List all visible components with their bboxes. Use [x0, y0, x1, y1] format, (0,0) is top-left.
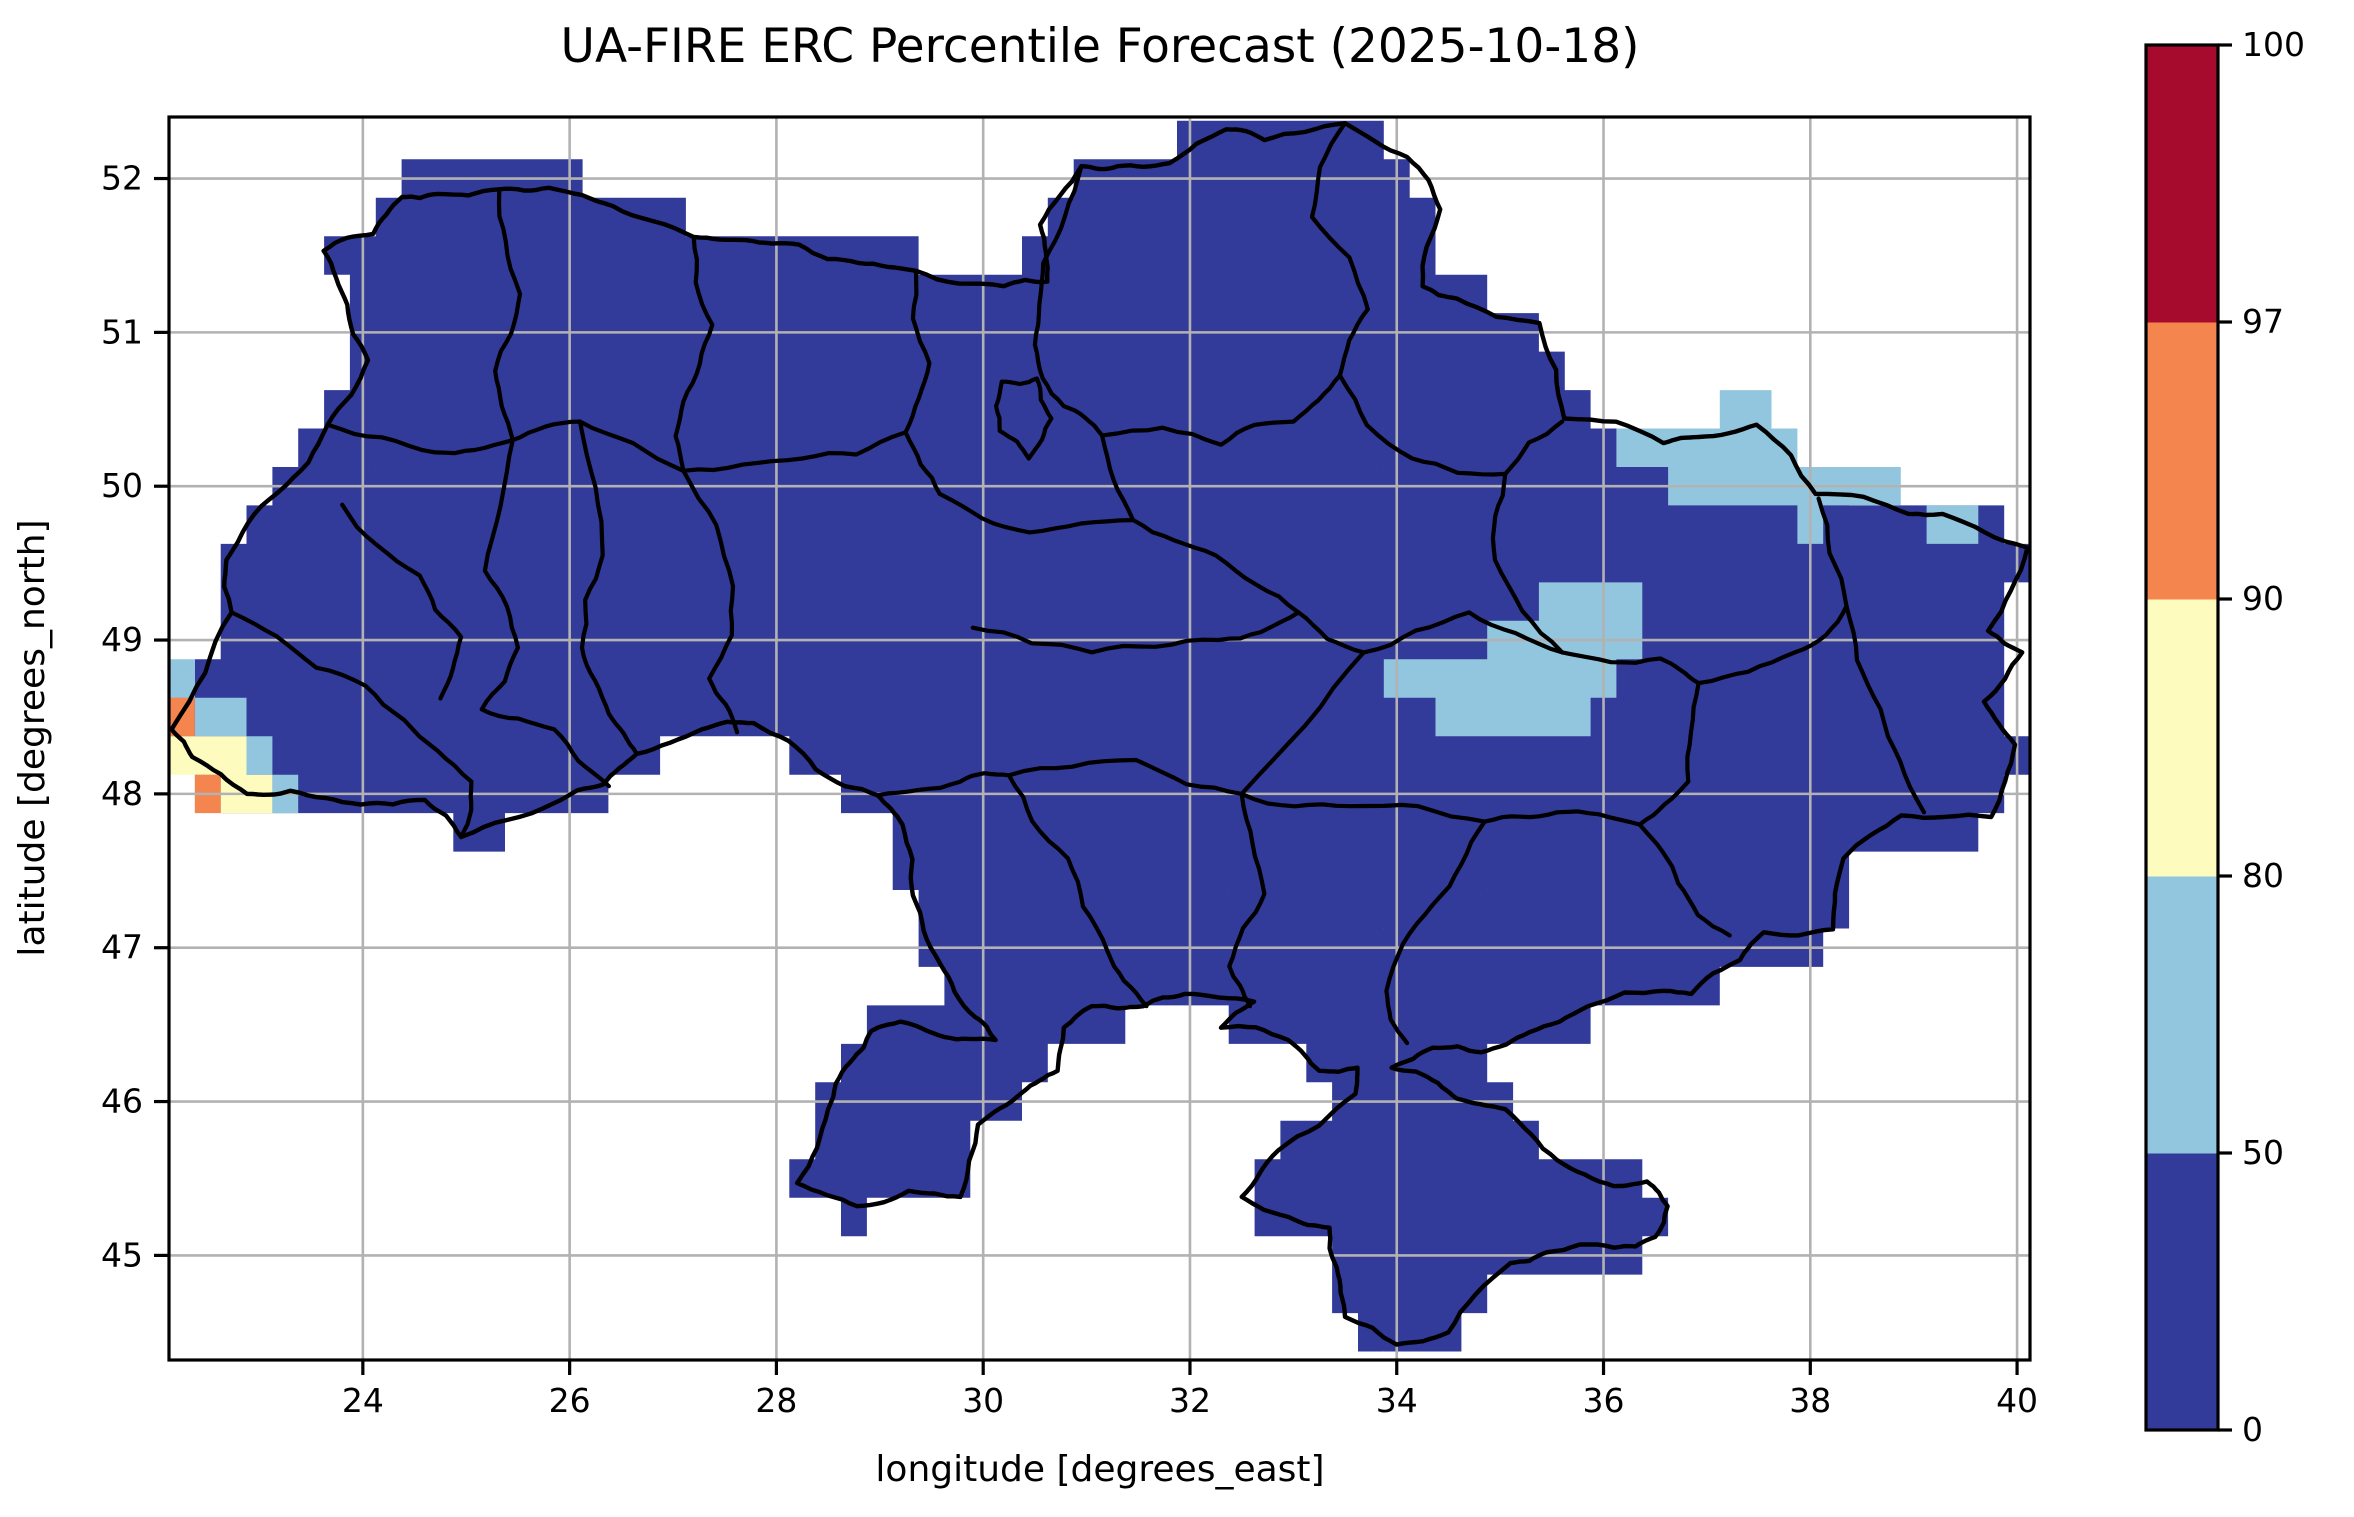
oblast-boundary-line — [1006, 773, 1149, 1009]
oblast-boundary-line — [903, 268, 942, 496]
x-axis-label: longitude [degrees_east] — [875, 1449, 1324, 1490]
oblast-boundary-line — [1696, 604, 1849, 686]
base-percentile-cells — [169, 120, 2030, 1352]
colorbar-segment — [2146, 876, 2218, 1154]
x-tick-label: 32 — [1169, 1381, 1211, 1420]
colorbar: 0 50 80 90 97 100 — [2144, 25, 2305, 1449]
colorbar-tick-label: 80 — [2242, 856, 2284, 895]
oblast-boundary-line — [577, 419, 639, 756]
colorbar-tick-label: 90 — [2242, 579, 2284, 618]
colorbar-segment — [2146, 45, 2218, 323]
oblast-boundary-line — [673, 234, 715, 473]
colorbar-segment — [2146, 1153, 2218, 1431]
colorbar-segment — [2146, 599, 2218, 877]
oblast-boundary-line — [1100, 373, 1342, 447]
oblast-boundary-line — [994, 376, 1054, 461]
oblast-boundary-line — [1637, 656, 1701, 827]
heatmap-cells-layer — [169, 120, 2030, 1352]
oblast-boundary-line — [1032, 164, 1105, 438]
oblast-boundary-line — [325, 419, 583, 456]
oblast-boundary-line — [1816, 496, 1849, 609]
oblast-boundary-line — [1490, 471, 1565, 655]
x-tick-label: 38 — [1789, 1381, 1831, 1420]
oblast-boundary-line — [1227, 791, 1267, 1009]
admin-borders-layer — [169, 121, 2030, 1347]
oblast-boundary-line — [1131, 518, 1366, 655]
y-tick-label: 45 — [101, 1235, 143, 1274]
x-tick-label: 24 — [342, 1381, 384, 1420]
percentile-cells-50-80 — [169, 390, 1979, 814]
oblast-boundary-line — [875, 771, 1012, 798]
colorbar-segment — [2146, 322, 2218, 600]
colorbar-frame — [2144, 43, 2220, 1432]
oblast-boundary-line — [970, 610, 1301, 655]
y-tick-label: 51 — [101, 312, 143, 351]
oblast-boundary-line — [1384, 819, 1487, 1046]
oblast-boundary-line — [937, 433, 1136, 535]
colorbar-tick-label: 100 — [2242, 25, 2305, 64]
oblast-boundary-line — [229, 610, 474, 840]
x-tick-label: 40 — [1996, 1381, 2038, 1420]
oblast-boundary-line — [493, 187, 523, 443]
colorbar-tick-label: 0 — [2242, 1410, 2263, 1449]
x-tick-label: 28 — [755, 1381, 797, 1420]
x-tick-label: 36 — [1583, 1381, 1625, 1420]
gridlines-layer — [169, 117, 2030, 1360]
oblast-boundary-line — [1337, 373, 1565, 477]
plot-title: UA-FIRE ERC Percentile Forecast (2025-10… — [561, 19, 1640, 74]
y-tick-label: 52 — [101, 159, 143, 198]
colorbar-tick-label: 50 — [2242, 1133, 2284, 1172]
y-tick-label: 48 — [101, 774, 143, 813]
y-tick-label: 49 — [101, 620, 143, 659]
oblast-boundary-line — [1309, 121, 1370, 378]
x-tick-label: 34 — [1376, 1381, 1418, 1420]
y-tick-label: 50 — [101, 466, 143, 505]
oblast-boundary-line — [479, 707, 611, 789]
oblast-boundary-line — [340, 502, 464, 701]
axes-frame-layer — [167, 115, 2032, 1362]
oblast-boundary-line — [681, 430, 908, 473]
oblast-boundary-line — [1239, 791, 1487, 824]
oblast-boundary-line — [479, 438, 520, 712]
tick-labels-layer: 24 26 28 30 32 34 36 38 40 45 46 47 48 49 50 51 52 — [101, 159, 2038, 1420]
x-tick-label: 26 — [549, 1381, 591, 1420]
oblast-boundary-line — [681, 468, 740, 735]
oblast-boundary-line — [1637, 822, 1732, 938]
y-tick-label: 46 — [101, 1082, 143, 1121]
oblast-boundary-line — [1006, 650, 1366, 796]
oblast-boundary-line — [577, 419, 686, 473]
oblast-boundary-line — [1361, 610, 1663, 665]
axes-frame — [167, 115, 2032, 1362]
ukraine-border-line — [169, 121, 2030, 1347]
oblast-boundary-line — [1844, 604, 1927, 815]
colorbar-tick-label: 97 — [2242, 302, 2284, 341]
percentile-cells-90-97 — [169, 697, 221, 814]
y-tick-label: 47 — [101, 928, 143, 967]
x-tick-label: 30 — [962, 1381, 1004, 1420]
oblast-boundary-line — [1482, 809, 1642, 827]
y-axis-label: latitude [degrees_north] — [12, 519, 53, 956]
